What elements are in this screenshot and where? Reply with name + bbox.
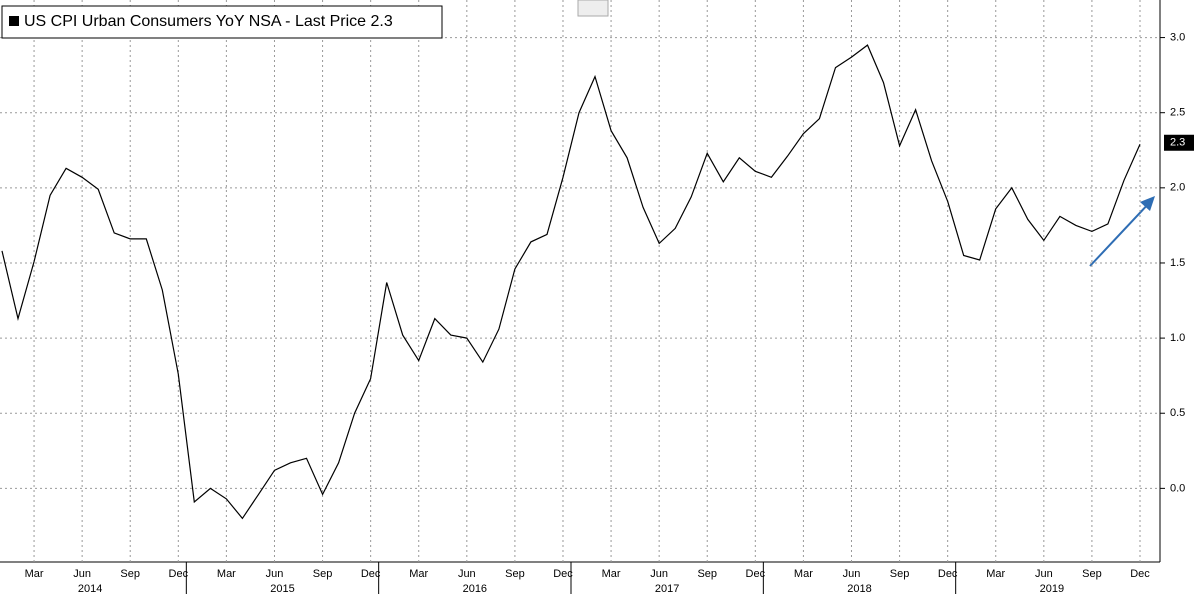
year-label: 2018 [847,583,871,594]
chart-type-button[interactable] [577,0,609,17]
x-tick-label: Sep [890,568,910,580]
x-tick-label: Dec [1130,568,1150,580]
annotation-arrow-head [1140,196,1155,211]
x-tick-label: Jun [266,568,284,580]
x-tick-label: Sep [313,568,333,580]
title-box [1,5,443,39]
annotation-arrow [1089,199,1153,267]
last-price-label: 2.3 [1170,137,1185,149]
x-tick-label: Mar [409,568,428,580]
y-tick-label: 2.5 [1170,107,1185,119]
x-tick-label: Mar [217,568,236,580]
x-tick-label: Jun [73,568,91,580]
x-tick-label: Sep [505,568,525,580]
x-tick-label: Dec [553,568,573,580]
x-tick-label: Mar [25,568,44,580]
x-tick-label: Sep [697,568,717,580]
x-tick-label: Jun [650,568,668,580]
y-tick-label: 1.5 [1170,257,1185,269]
line [1,44,1141,520]
year-label: 2015 [270,583,294,594]
x-tick-label: Dec [169,568,189,580]
x-tick-label: Dec [361,568,381,580]
x-tick-label: Jun [843,568,861,580]
y-tick-label: 2.0 [1170,182,1185,194]
year-label: 2014 [78,583,102,594]
x-tick-label: Dec [746,568,766,580]
y-tick-label: 1.0 [1170,332,1185,344]
legend-swatch [9,16,19,26]
y-tick-label: 3.0 [1170,31,1185,43]
year-label: 2017 [655,583,679,594]
x-tick-label: Mar [602,568,621,580]
y-tick-label: 0.5 [1170,407,1185,419]
last-price-box [1164,134,1194,151]
x-tick-label: Mar [794,568,813,580]
x-tick-label: Jun [458,568,476,580]
x-tick-label: Sep [1082,568,1102,580]
x-tick-label: Jun [1035,568,1053,580]
x-tick-label: Dec [938,568,958,580]
chart-title: US CPI Urban Consumers YoY NSA - Last Pr… [24,13,393,30]
year-label: 2016 [463,583,487,594]
y-tick-label: 0.0 [1170,482,1185,494]
x-tick-label: Sep [120,568,140,580]
x-tick-label: Mar [986,568,1005,580]
year-label: 2019 [1040,583,1064,594]
